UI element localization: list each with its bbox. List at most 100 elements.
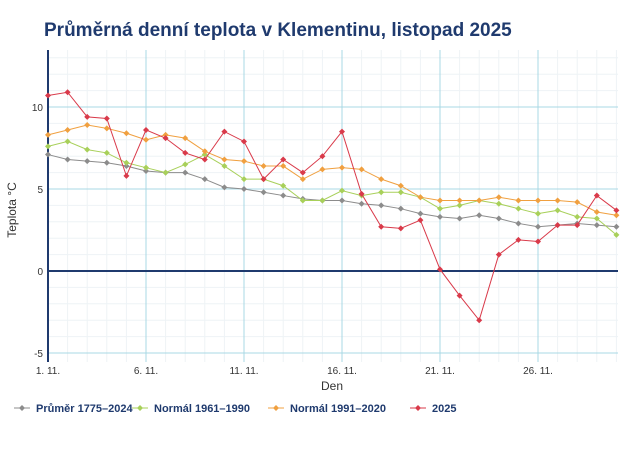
data-point <box>476 212 483 219</box>
data-point <box>378 176 385 183</box>
x-tick-label: 11. 11. <box>229 366 258 377</box>
series-line <box>47 124 617 216</box>
data-point <box>535 223 541 230</box>
data-point <box>437 266 443 273</box>
data-point <box>162 169 169 176</box>
data-point <box>182 149 189 156</box>
data-point <box>613 231 620 238</box>
data-point <box>515 197 522 204</box>
data-point <box>319 197 326 204</box>
data-point <box>162 135 169 142</box>
data-point <box>574 222 581 229</box>
data-point <box>437 205 443 212</box>
series-line <box>47 154 617 228</box>
data-point <box>378 202 385 209</box>
data-point <box>358 200 365 207</box>
data-point <box>476 197 483 204</box>
data-point <box>417 217 424 224</box>
data-point <box>495 200 502 207</box>
data-point <box>103 159 110 166</box>
data-point <box>64 138 71 145</box>
data-point <box>123 172 130 179</box>
x-tick-label: 26. 11. <box>523 366 553 377</box>
data-point <box>182 169 189 176</box>
data-point <box>241 138 247 145</box>
x-tick-label: 16. 11. <box>327 366 357 377</box>
data-point <box>593 215 600 222</box>
data-point <box>574 199 581 206</box>
x-tick-label: 21. 11. <box>425 366 455 377</box>
grid <box>47 50 618 362</box>
data-point <box>45 131 51 138</box>
data-point <box>221 184 228 191</box>
legend-label: Průměr 1775–2024 <box>36 403 134 415</box>
data-point <box>378 189 385 196</box>
data-point <box>319 153 326 160</box>
data-point <box>201 148 208 155</box>
data-point <box>64 126 71 133</box>
legend-label: 2025 <box>432 403 456 415</box>
axes: 1. 11. 6. 11. 11. 11. 16. 11. 21. 11. 26. 11.… <box>32 50 553 377</box>
data-point <box>280 192 287 199</box>
data-point <box>103 115 110 122</box>
y-tick-label: 5 <box>37 185 43 196</box>
legend-marker <box>137 405 143 411</box>
data-point <box>201 176 208 183</box>
y-axis-label: Teplota °C <box>5 182 19 238</box>
data-point <box>456 202 463 209</box>
data-point <box>535 238 541 245</box>
data-point <box>123 159 130 166</box>
data-point <box>397 189 404 196</box>
data-point <box>339 197 345 204</box>
x-axis-label: Den <box>321 379 343 393</box>
data-point <box>64 89 71 96</box>
data-point <box>45 151 51 158</box>
data-point <box>554 222 561 229</box>
data-point <box>456 215 463 222</box>
data-point <box>280 182 287 189</box>
x-tick-label: 6. 11. <box>134 366 158 377</box>
series-0 <box>45 151 620 230</box>
series-line <box>47 140 617 236</box>
data-point <box>143 167 149 174</box>
legend-marker <box>273 405 279 411</box>
y-tick-label: 10 <box>32 103 44 114</box>
data-point <box>182 135 189 142</box>
data-point <box>495 215 502 222</box>
data-point <box>554 207 561 214</box>
data-point <box>613 223 620 230</box>
legend-label: Normál 1991–2020 <box>290 403 386 415</box>
data-point <box>103 125 110 132</box>
data-point <box>495 251 502 258</box>
data-point <box>593 208 600 215</box>
data-point <box>123 163 130 170</box>
series-group <box>45 89 620 324</box>
legend-label: Normál 1961–1990 <box>154 403 250 415</box>
legend-marker <box>19 405 25 411</box>
data-point <box>84 122 91 129</box>
data-point <box>593 222 600 229</box>
data-point <box>397 225 404 232</box>
series-line <box>47 91 617 322</box>
data-point <box>221 128 228 135</box>
data-point <box>417 210 424 217</box>
data-point <box>64 156 71 163</box>
data-point <box>456 197 463 204</box>
series-3 <box>45 89 620 324</box>
data-point <box>613 212 620 219</box>
data-point <box>417 194 424 201</box>
data-point <box>182 161 189 168</box>
series-2 <box>45 122 620 219</box>
legend: Průměr 1775–2024 Normál 1961–1990 Normál 1… <box>14 403 456 415</box>
data-point <box>84 158 91 165</box>
data-point <box>143 164 149 171</box>
data-point <box>358 166 365 173</box>
data-point <box>103 149 110 156</box>
y-tick-label: -5 <box>34 349 43 360</box>
data-point <box>319 166 326 173</box>
data-point <box>339 164 345 171</box>
data-point <box>162 131 169 138</box>
data-point <box>397 205 404 212</box>
data-point <box>515 220 522 227</box>
chart-title: Průměrná denní teplota v Klementinu, lis… <box>44 20 512 41</box>
